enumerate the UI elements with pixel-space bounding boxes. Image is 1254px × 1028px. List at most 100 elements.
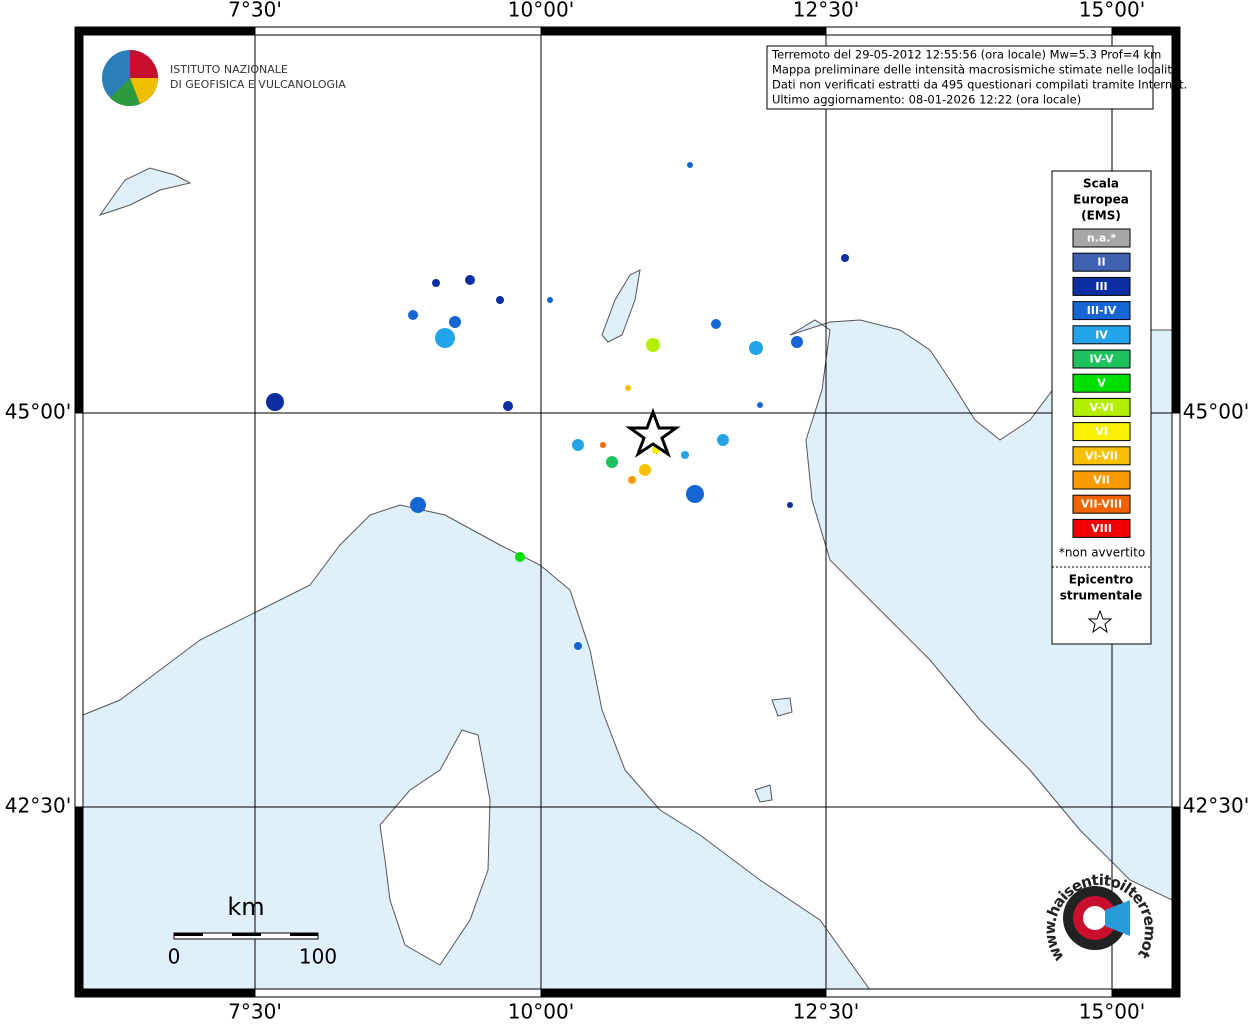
legend-label: VI [1095, 425, 1108, 438]
border-segment [74, 26, 256, 36]
border-segment [254, 26, 542, 36]
legend-label: II [1097, 256, 1105, 269]
locality-marker [574, 642, 582, 650]
latitude-label: 42°30' [1183, 794, 1249, 818]
locality-marker [435, 328, 455, 348]
locality-marker [787, 502, 793, 508]
legend-swatch [1072, 470, 1131, 490]
locality-marker [841, 254, 849, 262]
locality-marker [628, 476, 636, 484]
border-segment [74, 806, 84, 998]
legend-label: III [1095, 280, 1107, 293]
scale-unit: km [227, 893, 264, 921]
locality-marker [449, 316, 461, 328]
info-line: Mappa preliminare delle intensità macros… [772, 63, 1179, 77]
locality-marker [600, 442, 606, 448]
legend-label: VIII [1091, 522, 1112, 535]
legend-swatch [1072, 422, 1131, 442]
locality-marker [465, 275, 475, 285]
longitude-label: 10°00' [508, 0, 574, 22]
legend-swatch [1072, 228, 1131, 248]
border-segment [825, 26, 1113, 36]
border-segment [1111, 988, 1181, 998]
legend-swatch [1072, 325, 1131, 345]
locality-marker [408, 310, 418, 320]
legend: ScalaEuropea(EMS)n.a.*IIIIIIII-IVIVIV-VV… [1059, 177, 1145, 603]
locality-marker [625, 385, 631, 391]
locality-marker [757, 402, 763, 408]
locality-marker [432, 279, 440, 287]
legend-label: IV-V [1089, 353, 1114, 366]
legend-title: Europea [1073, 193, 1129, 207]
logo-speaker [1105, 900, 1130, 936]
legend-swatch [1072, 397, 1131, 417]
longitude-label: 12°30' [793, 0, 859, 22]
legend-title: Scala [1083, 177, 1119, 191]
legend-label: VII [1093, 474, 1110, 487]
logo-segment [130, 78, 158, 104]
locality-marker [681, 451, 689, 459]
lake [754, 697, 793, 803]
longitude-label: 7°30' [228, 0, 282, 22]
legend-swatch [1072, 252, 1131, 272]
locality-marker [686, 485, 704, 503]
lake [601, 269, 641, 343]
locality-marker [572, 439, 584, 451]
longitude-label: 12°30' [793, 1000, 859, 1024]
locality-marker [410, 497, 426, 513]
legend-note: *non avvertito [1059, 546, 1145, 560]
legend-label: IV [1095, 328, 1108, 341]
scale-bar-segment [232, 933, 261, 936]
legend-label: III-IV [1087, 304, 1117, 317]
lake [98, 167, 192, 216]
locality-marker [515, 552, 525, 562]
locality-marker [606, 456, 618, 468]
epicenter-title: Epicentro [1069, 573, 1134, 587]
locality-marker [717, 434, 729, 446]
locality-markers [266, 162, 849, 650]
info-text: Terremoto del 29-05-2012 12:55:56 (ora l… [771, 48, 1187, 107]
scale-bar-segment [174, 933, 203, 936]
scale-bar-segment [290, 933, 318, 936]
legend-swatch [1072, 301, 1131, 321]
border-segment [1171, 806, 1181, 998]
info-box [766, 45, 1154, 110]
latitude-label: 45°00' [1183, 400, 1249, 424]
locality-marker [646, 338, 660, 352]
legend-star [1087, 609, 1113, 634]
logo-ring [1083, 906, 1107, 930]
logo-segment [130, 50, 158, 78]
locality-marker [639, 464, 651, 476]
legend-label: n.a.* [1087, 232, 1117, 245]
legend-swatch [1072, 276, 1131, 296]
legend-label: V-VI [1089, 401, 1113, 414]
longitude-label: 15°00' [1079, 0, 1145, 22]
latitude-label: 45°00' [5, 400, 71, 424]
legend-title: (EMS) [1081, 209, 1121, 223]
logo-segment [110, 78, 140, 107]
legend-label: VI-VII [1085, 449, 1118, 462]
legend-swatch [1072, 373, 1131, 393]
legend-swatch [1072, 446, 1131, 466]
epicenter-star [625, 407, 681, 458]
longitude-label: 10°00' [508, 1000, 574, 1024]
locality-marker [711, 319, 721, 329]
locality-marker [266, 393, 284, 411]
border-segment [74, 26, 84, 414]
institute-name: DI GEOFISICA E VULCANOLOGIA [170, 78, 346, 91]
locality-marker [749, 341, 763, 355]
legend-swatch [1072, 494, 1131, 514]
legend-swatch [1072, 518, 1131, 538]
legend-label: V [1097, 377, 1106, 390]
border-segment [825, 988, 1113, 998]
info-line: Terremoto del 29-05-2012 12:55:56 (ora l… [771, 48, 1161, 62]
corsica [379, 729, 491, 966]
border-segment [254, 988, 542, 998]
legend-label: VII-VIII [1081, 498, 1122, 511]
longitude-label: 7°30' [228, 1000, 282, 1024]
institute-name: ISTITUTO NAZIONALE [170, 63, 288, 76]
info-line: Dati non verificati estratti da 495 ques… [772, 78, 1187, 92]
locality-marker [791, 336, 803, 348]
info-line: Ultimo aggiornamento: 08-01-2026 12:22 (… [772, 93, 1081, 107]
locality-marker [547, 297, 553, 303]
